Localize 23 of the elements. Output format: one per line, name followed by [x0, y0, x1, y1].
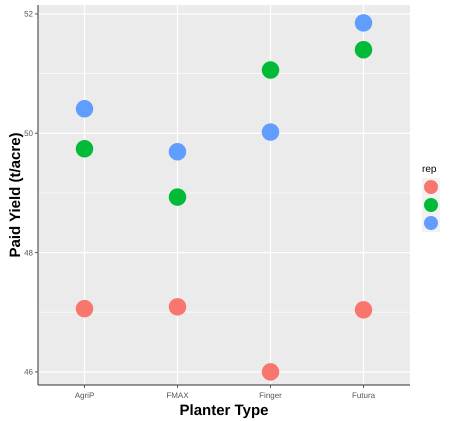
x-axis-title: Planter Type [180, 402, 268, 419]
x-tick-label: Futura [352, 391, 376, 400]
point [262, 123, 280, 141]
point [76, 140, 94, 158]
point [168, 188, 186, 206]
y-tick-label: 46 [24, 368, 34, 377]
point [354, 301, 372, 319]
point [262, 363, 280, 381]
y-tick-label: 50 [24, 129, 34, 138]
point [168, 298, 186, 316]
point [168, 143, 186, 160]
x-tick-label: FMAX [166, 391, 190, 400]
point [76, 100, 94, 118]
y-tick-label: 48 [24, 248, 34, 258]
point [354, 14, 372, 32]
point [262, 61, 280, 79]
x-tick-label: AgriP [74, 391, 94, 400]
y-tick-label: 52 [24, 10, 34, 19]
y-axis-title: Paid Yield (t/acre) [7, 132, 24, 258]
point [354, 41, 372, 58]
legend-title: rep [422, 164, 437, 175]
x-tick-label: Finger [259, 391, 282, 400]
point [76, 300, 94, 318]
